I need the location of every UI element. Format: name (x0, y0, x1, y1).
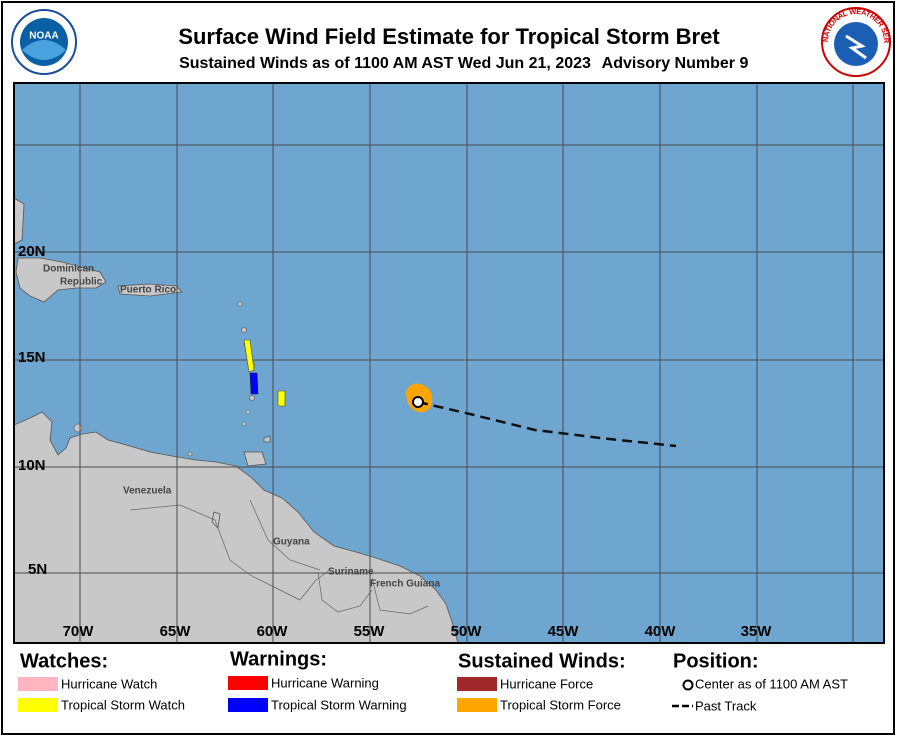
noaa-logo: NOAA (11, 9, 77, 75)
lon-label: 45W (548, 623, 580, 640)
place-label: Suriname (328, 567, 374, 578)
legend-title: Watches: (20, 650, 108, 672)
lat-label: 5N (28, 561, 47, 578)
subtitle: Sustained Winds as of 1100 AM AST Wed Ju… (179, 55, 591, 72)
watches-warnings (243, 339, 286, 407)
legend-item: Center as of 1100 AM AST (695, 676, 848, 691)
legend-item: Hurricane Watch (61, 676, 157, 691)
swatch (457, 698, 497, 712)
advisory: Advisory Number 9 (602, 55, 749, 72)
legend-item: Hurricane Force (500, 676, 593, 691)
past-track (417, 400, 677, 448)
lon-label: 35W (741, 623, 773, 640)
place-label: French Guiana (370, 579, 440, 590)
place-label: Venezuela (123, 486, 172, 497)
legend-title: Warnings: (230, 648, 327, 670)
legend-item: Hurricane Warning (271, 675, 379, 690)
place-label: Puerto Rico (120, 285, 176, 296)
title: Surface Wind Field Estimate for Tropical… (178, 24, 720, 49)
lon-label: 55W (354, 623, 386, 640)
legend-item: Tropical Storm Force (500, 697, 621, 712)
lat-label: 10N (18, 457, 46, 474)
legend-title: Position: (673, 650, 759, 672)
place-label: Dominican (43, 264, 94, 275)
swatch (18, 698, 58, 712)
swatch (228, 676, 268, 690)
place-label: Guyana (273, 537, 310, 548)
lat-label: 20N (18, 243, 46, 260)
center-symbol (682, 679, 694, 691)
legend-item: Past Track (695, 698, 757, 713)
legend: Watches: Hurricane Watch Tropical Storm … (18, 648, 848, 713)
legend-title: Sustained Winds: (458, 650, 626, 672)
swatch (228, 698, 268, 712)
lon-label: 70W (63, 623, 95, 640)
lon-label: 50W (451, 623, 483, 640)
swatch (457, 677, 497, 691)
lat-label: 15N (18, 349, 46, 366)
land (14, 197, 459, 643)
storm-center (412, 396, 424, 408)
lon-label: 60W (257, 623, 289, 640)
place-label: Republic (60, 277, 103, 288)
lon-label: 65W (160, 623, 192, 640)
lon-label: 40W (645, 623, 677, 640)
map: 70W 65W 60W 55W 50W 45W 40W 35W 20N 15N … (13, 82, 885, 644)
noaa-text: NOAA (29, 31, 58, 42)
legend-item: Tropical Storm Watch (61, 697, 185, 712)
swatch (18, 677, 58, 691)
graticule (14, 83, 884, 643)
legend-item: Tropical Storm Warning (271, 697, 407, 712)
